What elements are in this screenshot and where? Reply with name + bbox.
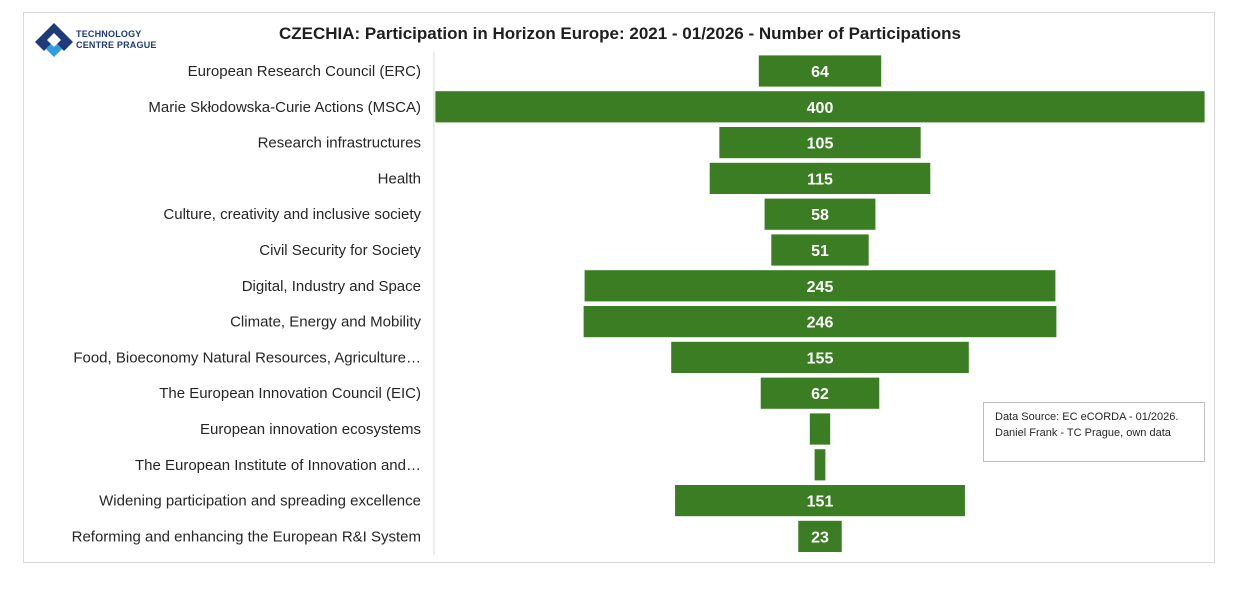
chart-title-text: CZECHIA: Participation in Horizon Europe… (278, 24, 962, 43)
category-label: Marie Skłodowska-Curie Actions (MSCA) (148, 99, 421, 116)
logo-line-1: TECHNOLOGY (76, 29, 142, 39)
category-label: Civil Security for Society (259, 242, 421, 259)
bar (797, 520, 843, 553)
bar (813, 448, 827, 482)
bar-value-label: 151 (807, 494, 834, 511)
category-label: The European Institute of Innovation and… (135, 457, 421, 474)
category-label: Widening participation and spreading exc… (99, 493, 421, 510)
bar-value-label: 64 (811, 64, 829, 81)
bar (758, 54, 883, 88)
bar (708, 161, 932, 195)
bar (670, 340, 970, 374)
tc-prague-logo: TECHNOLOGY CENTRE PRAGUE (34, 22, 164, 62)
category-label: Culture, creativity and inclusive societ… (163, 206, 421, 223)
category-label: European innovation ecosystems (200, 421, 421, 438)
bar-value-label: 23 (811, 529, 829, 546)
category-label: Climate, Energy and Mobility (230, 314, 421, 331)
category-label: European Research Council (ERC) (188, 63, 421, 80)
logo-icon (35, 23, 73, 57)
bar-value-label: 245 (807, 279, 834, 296)
bar (718, 126, 922, 159)
bar (674, 484, 966, 518)
category-label: Research infrastructures (258, 135, 421, 152)
note-line-2: Daniel Frank - TC Prague, own data (995, 427, 1171, 439)
bar (809, 412, 831, 446)
category-label: Food, Bioeconomy Natural Resources, Agri… (73, 349, 421, 366)
bar (770, 233, 870, 267)
chart-title: CZECHIA: Participation in Horizon Europe… (0, 24, 1234, 44)
bar-value-label: 58 (811, 207, 829, 224)
bar (434, 90, 1206, 124)
data-source-note: Data Source: EC eCORDA - 01/2026. Daniel… (983, 402, 1205, 462)
bar (583, 269, 1057, 303)
bar-value-label: 400 (807, 100, 834, 117)
category-label: The European Innovation Council (EIC) (159, 385, 421, 402)
bar (763, 197, 877, 231)
bar-value-label: 62 (811, 386, 829, 403)
bar (582, 305, 1058, 339)
bar-value-label: 115 (807, 171, 833, 188)
logo-text: TECHNOLOGY CENTRE PRAGUE (76, 29, 157, 51)
category-label: Health (378, 170, 421, 187)
category-label: Reforming and enhancing the European R&I… (72, 528, 421, 545)
bar-value-label: 51 (811, 243, 829, 260)
note-line-1: Data Source: EC eCORDA - 01/2026. (995, 411, 1179, 423)
bar-value-label: 246 (807, 315, 834, 332)
logo-line-2: CENTRE PRAGUE (76, 40, 157, 50)
bar (759, 376, 881, 410)
bar-value-label: 105 (807, 136, 834, 153)
bar-value-label: 155 (807, 350, 834, 367)
category-label: Digital, Industry and Space (242, 278, 421, 295)
